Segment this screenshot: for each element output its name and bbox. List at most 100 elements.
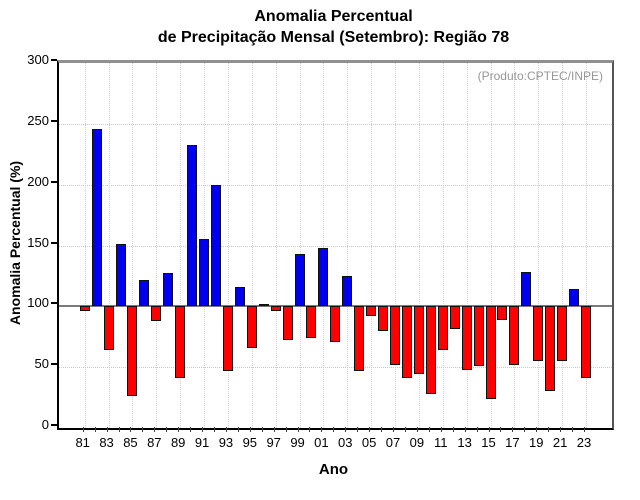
x-tick-mark — [166, 427, 168, 432]
bar-14 — [473, 306, 484, 366]
x-tick-label: 99 — [290, 435, 305, 450]
v-gridline — [586, 63, 587, 428]
x-tick-mark — [584, 427, 585, 432]
h-gridline — [59, 367, 612, 369]
v-gridline — [418, 63, 420, 428]
x-tick-mark — [309, 427, 311, 432]
bar-81 — [79, 306, 90, 312]
y-tick-mark — [51, 241, 57, 244]
bar-99 — [294, 254, 305, 307]
v-gridline — [108, 63, 110, 428]
x-axis-ticks: 81 83 85 87 89 91 93 95 97 99 01 03 05 07 09 11 13 15 17 19… — [57, 427, 610, 457]
x-tick-mark — [512, 427, 514, 432]
x-tick-mark — [273, 427, 275, 432]
bar-84 — [115, 244, 126, 307]
bar-07 — [390, 306, 401, 365]
x-tick-label: 91 — [194, 435, 210, 450]
x-tick-mark — [524, 427, 526, 432]
x-tick-mark — [237, 427, 239, 432]
y-tick-mark — [51, 302, 57, 305]
x-tick-label: 05 — [361, 435, 377, 450]
h-gridline — [59, 123, 612, 125]
v-gridline — [538, 63, 540, 428]
bar-98 — [282, 306, 293, 341]
bar-83 — [103, 306, 114, 351]
x-tick-mark — [476, 427, 478, 432]
y-tick-label: 300 — [27, 52, 49, 67]
x-tick-mark — [560, 427, 562, 432]
bar-90 — [187, 144, 198, 307]
x-tick-mark — [464, 427, 466, 432]
bar-15 — [485, 306, 496, 399]
v-gridline — [490, 63, 492, 428]
bar-86 — [139, 279, 150, 307]
v-gridline — [395, 63, 397, 428]
y-tick-label: 0 — [41, 417, 49, 432]
v-gridline — [347, 63, 349, 428]
x-tick-mark — [345, 427, 347, 432]
x-tick-mark — [393, 427, 395, 432]
x-tick-mark — [142, 427, 144, 432]
v-gridline — [84, 63, 86, 428]
x-tick-mark — [321, 427, 323, 432]
y-tick-label: 150 — [27, 234, 49, 250]
v-gridline — [156, 63, 158, 428]
bar-11 — [437, 306, 448, 351]
x-tick-mark — [536, 427, 538, 432]
x-tick-mark — [333, 427, 335, 432]
y-tick-label: 200 — [27, 173, 49, 189]
x-tick-mark — [118, 427, 120, 432]
x-tick-mark — [572, 427, 574, 432]
bar-17 — [509, 306, 520, 365]
bar-05 — [366, 306, 377, 317]
v-gridline — [180, 63, 182, 428]
bar-23 — [581, 306, 591, 379]
x-tick-label: 21 — [552, 435, 568, 450]
bar-16 — [497, 306, 508, 320]
bar-02 — [330, 306, 341, 342]
x-tick-mark — [357, 427, 359, 432]
v-gridline — [466, 63, 468, 428]
x-tick-label: 95 — [242, 435, 258, 450]
x-tick-label: 93 — [218, 435, 234, 450]
x-tick-mark — [178, 427, 180, 432]
bar-22 — [569, 289, 580, 307]
bar-12 — [449, 306, 460, 330]
x-tick-label: 01 — [314, 435, 329, 450]
x-tick-mark — [130, 427, 132, 432]
x-tick-label: 97 — [266, 435, 281, 450]
bar-19 — [533, 306, 544, 362]
x-tick-label: 89 — [170, 435, 186, 450]
x-tick-label: 87 — [147, 435, 162, 450]
x-tick-mark — [82, 427, 84, 432]
bar-04 — [354, 306, 365, 371]
plot-area: (Produto:CPTEC/INPE) — [57, 60, 614, 430]
bar-09 — [413, 306, 424, 375]
x-tick-mark — [416, 427, 418, 432]
v-gridline — [371, 63, 373, 428]
x-tick-label: 13 — [457, 435, 472, 450]
x-tick-mark — [213, 427, 215, 432]
bar-00 — [306, 306, 317, 338]
bar-89 — [175, 306, 186, 379]
bar-10 — [425, 306, 436, 394]
title-line-2: de Precipitação Mensal (Setembro): Regiã… — [157, 29, 510, 46]
x-tick-mark — [452, 427, 454, 432]
v-gridline — [251, 63, 253, 428]
x-tick-mark — [548, 427, 550, 432]
x-tick-mark — [369, 427, 371, 432]
y-tick-mark — [51, 180, 57, 183]
x-tick-mark — [261, 427, 263, 432]
v-gridline — [227, 63, 229, 428]
chart-title: Anomalia Percentual de Precipitação Mens… — [57, 6, 610, 48]
bar-95 — [246, 306, 257, 348]
v-gridline — [299, 63, 301, 428]
x-tick-label: 81 — [75, 435, 90, 450]
bar-18 — [521, 272, 532, 307]
bar-93 — [222, 306, 233, 371]
bar-01 — [318, 247, 329, 307]
h-gridline — [59, 184, 612, 186]
x-tick-label: 03 — [338, 435, 353, 450]
x-tick-mark — [190, 427, 192, 432]
x-tick-mark — [297, 427, 299, 432]
